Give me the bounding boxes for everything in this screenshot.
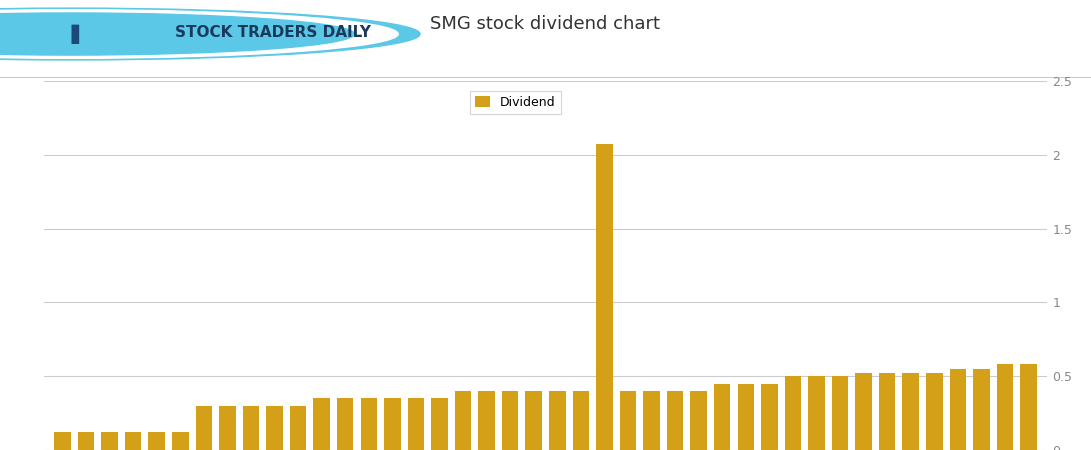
Circle shape xyxy=(0,8,420,60)
Bar xyxy=(77,432,94,450)
Circle shape xyxy=(0,13,355,55)
Bar xyxy=(902,373,919,450)
Bar xyxy=(337,398,353,450)
Bar xyxy=(738,383,754,450)
Bar xyxy=(313,398,329,450)
Bar xyxy=(620,391,636,450)
Bar xyxy=(384,398,400,450)
Bar xyxy=(431,398,447,450)
Text: ▐: ▐ xyxy=(63,24,79,44)
Bar xyxy=(55,432,71,450)
Bar xyxy=(879,373,896,450)
Text: SMG stock dividend chart: SMG stock dividend chart xyxy=(431,15,660,33)
Bar xyxy=(478,391,495,450)
Bar xyxy=(1020,364,1036,450)
Bar xyxy=(125,432,142,450)
Bar xyxy=(808,376,825,450)
Bar xyxy=(455,391,471,450)
Bar xyxy=(195,406,212,450)
Bar xyxy=(148,432,165,450)
Bar xyxy=(691,391,707,450)
Bar xyxy=(408,398,424,450)
Bar xyxy=(360,398,377,450)
Bar xyxy=(526,391,542,450)
Bar xyxy=(714,383,731,450)
Bar xyxy=(172,432,189,450)
Legend: Dividend: Dividend xyxy=(470,91,561,114)
Bar xyxy=(784,376,801,450)
Bar xyxy=(973,369,990,450)
Bar xyxy=(762,383,778,450)
Bar xyxy=(549,391,565,450)
Bar xyxy=(667,391,683,450)
Bar xyxy=(831,376,849,450)
Circle shape xyxy=(0,10,398,59)
Bar xyxy=(997,364,1014,450)
Bar xyxy=(219,406,236,450)
Bar xyxy=(502,391,518,450)
Bar xyxy=(855,373,872,450)
Bar xyxy=(644,391,660,450)
Bar xyxy=(242,406,260,450)
Bar xyxy=(949,369,966,450)
Bar xyxy=(596,144,613,450)
Bar xyxy=(290,406,307,450)
Bar xyxy=(101,432,118,450)
Bar xyxy=(266,406,283,450)
Text: STOCK TRADERS DAILY: STOCK TRADERS DAILY xyxy=(175,25,371,40)
Bar xyxy=(926,373,943,450)
Bar xyxy=(573,391,589,450)
